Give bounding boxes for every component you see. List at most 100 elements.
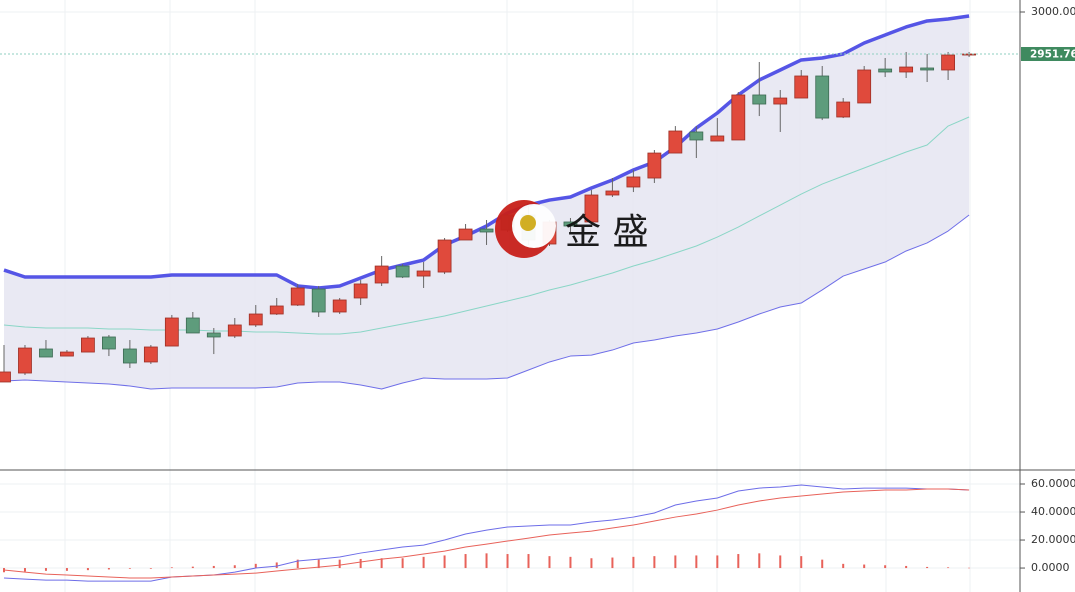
histogram-bar <box>821 559 824 569</box>
logo-ball <box>520 215 536 231</box>
histogram-bar <box>401 558 404 569</box>
candle-body <box>311 288 326 313</box>
candle-body <box>878 68 893 73</box>
histogram-bar <box>338 559 341 569</box>
histogram-bar <box>359 558 362 569</box>
histogram-bar <box>506 554 509 569</box>
histogram-bar <box>884 565 887 569</box>
histogram-bar <box>695 555 698 569</box>
candle-body <box>815 75 830 119</box>
histogram-bar <box>611 557 614 569</box>
candle-body <box>920 67 935 71</box>
candle-body <box>668 130 683 154</box>
indicator-line <box>3 488 970 579</box>
candle-body <box>689 131 704 141</box>
candle-body <box>18 347 32 374</box>
histogram-bar <box>905 565 908 569</box>
candle-body <box>857 69 872 104</box>
candle-body <box>437 239 452 273</box>
candle-body <box>122 348 137 364</box>
candle-body <box>752 94 767 105</box>
logo-text: 金 盛 <box>565 212 648 253</box>
candle-body <box>353 283 368 299</box>
histogram-bar <box>170 567 173 569</box>
candle-body <box>710 135 725 142</box>
histogram-bar <box>968 567 971 569</box>
indicator-line <box>3 484 970 582</box>
band-line <box>3 116 970 335</box>
histogram-bar <box>86 568 89 571</box>
histogram-bar <box>863 564 866 569</box>
candle-body <box>102 336 116 350</box>
last-price-tag <box>1021 47 1075 62</box>
plot-layer <box>0 14 1020 582</box>
histogram-bar <box>674 555 677 569</box>
y-tick-label: 20.0000 <box>1031 533 1075 546</box>
candle-body <box>647 152 662 179</box>
histogram-bar <box>128 568 131 569</box>
histogram-bar <box>317 559 320 569</box>
histogram-bar <box>443 555 446 569</box>
candle-body <box>332 299 347 313</box>
candle-body <box>563 221 578 227</box>
candle-body <box>0 371 11 383</box>
histogram-bar <box>23 568 26 572</box>
candle-body <box>605 190 620 196</box>
y-tick-label: 3000.00 <box>1031 5 1075 18</box>
candle-body <box>227 324 242 337</box>
histogram-bar <box>548 556 551 569</box>
histogram-bar <box>485 553 488 569</box>
y-tick-label: 0.0000 <box>1031 561 1070 574</box>
band-line <box>3 214 970 390</box>
candle-body <box>458 228 473 241</box>
histogram-bar <box>233 565 236 569</box>
candle-body <box>60 351 74 357</box>
candle-body <box>248 313 263 326</box>
candle-body <box>479 228 494 233</box>
candle-body <box>81 337 95 353</box>
histogram-bar <box>842 563 845 569</box>
histogram-bar <box>779 555 782 569</box>
candle-body <box>731 94 746 141</box>
candle-body <box>584 194 599 223</box>
histogram-bar <box>590 558 593 569</box>
last-price-label: 2951.76 <box>1030 49 1075 61</box>
candle-body <box>269 305 284 315</box>
candle-body <box>374 265 389 284</box>
y-tick-label: 40.0000 <box>1031 505 1075 518</box>
histogram-bar <box>191 566 194 569</box>
histogram-bar <box>464 554 467 569</box>
histogram-bar <box>254 563 257 569</box>
histogram-bar <box>653 556 656 569</box>
histogram-bar <box>422 556 425 569</box>
logo: 金 盛 <box>495 200 648 258</box>
y-tick-label: 60.0000 <box>1031 477 1075 490</box>
candle-body <box>794 75 809 99</box>
histogram-bar <box>632 556 635 569</box>
histogram-bar <box>275 562 278 569</box>
candle-body <box>164 317 179 347</box>
histogram-bar <box>758 553 761 569</box>
candle-body <box>836 101 851 118</box>
band-fill <box>4 16 970 390</box>
candle-body <box>39 348 53 358</box>
candle-body <box>899 66 914 73</box>
candle-body <box>290 287 305 306</box>
histogram-bar <box>296 559 299 569</box>
candle-body <box>143 346 158 363</box>
candle-body <box>626 176 641 188</box>
candle-body <box>395 265 410 278</box>
candle-body <box>185 317 200 334</box>
histogram-bar <box>947 567 950 569</box>
histogram-bar <box>527 554 530 569</box>
histogram-bar <box>44 568 47 571</box>
histogram-bar <box>800 556 803 569</box>
candle-body <box>206 332 221 338</box>
histogram-bar <box>65 568 68 571</box>
candle-body <box>773 97 788 105</box>
histogram-bar <box>212 565 215 569</box>
candle-body <box>941 54 955 71</box>
histogram-bar <box>926 566 929 569</box>
